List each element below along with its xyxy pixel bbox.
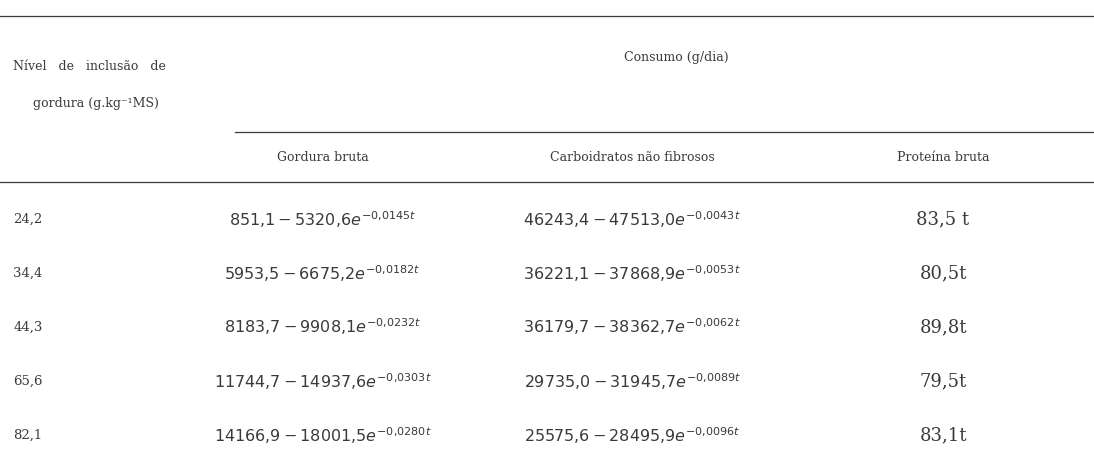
Text: Consumo (g/dia): Consumo (g/dia) — [625, 51, 729, 64]
Text: 34,4: 34,4 — [13, 267, 43, 280]
Text: Nível   de   inclusão   de: Nível de inclusão de — [13, 61, 166, 73]
Text: 24,2: 24,2 — [13, 213, 43, 226]
Text: $\mathrm{29735{,}0-31945{,}7}e^{-0{,}0089t}$: $\mathrm{29735{,}0-31945{,}7}e^{-0{,}008… — [524, 371, 741, 391]
Text: gordura (g.kg⁻¹MS): gordura (g.kg⁻¹MS) — [33, 97, 159, 110]
Text: 65,6: 65,6 — [13, 375, 43, 388]
Text: 44,3: 44,3 — [13, 321, 43, 334]
Text: $\mathrm{14166{,}9-18001{,}5}e^{-0{,}0280t}$: $\mathrm{14166{,}9-18001{,}5}e^{-0{,}028… — [213, 425, 432, 445]
Text: $\mathrm{36221{,}1-37868{,}9}e^{-0{,}0053t}$: $\mathrm{36221{,}1-37868{,}9}e^{-0{,}005… — [523, 263, 742, 284]
Text: $\mathrm{46243{,}4-47513{,}0}e^{-0{,}0043t}$: $\mathrm{46243{,}4-47513{,}0}e^{-0{,}004… — [523, 209, 742, 230]
Text: 82,1: 82,1 — [13, 429, 43, 442]
Text: $\mathrm{8183{,}7-9908{,}1}e^{-0{,}0232t}$: $\mathrm{8183{,}7-9908{,}1}e^{-0{,}0232t… — [224, 317, 421, 337]
Text: Proteína bruta: Proteína bruta — [897, 151, 989, 164]
Text: $\mathrm{11744{,}7-14937{,}6}e^{-0{,}0303t}$: $\mathrm{11744{,}7-14937{,}6}e^{-0{,}030… — [213, 371, 432, 391]
Text: Carboidratos não fibrosos: Carboidratos não fibrosos — [550, 151, 714, 164]
Text: $\mathrm{5953{,}5-6675{,}2}e^{-0{,}0182t}$: $\mathrm{5953{,}5-6675{,}2}e^{-0{,}0182t… — [224, 263, 421, 284]
Text: 83,1t: 83,1t — [919, 426, 967, 444]
Text: 80,5t: 80,5t — [919, 265, 967, 282]
Text: $\mathrm{25575{,}6- 28495{,}9}e^{-0{,}0096t}$: $\mathrm{25575{,}6- 28495{,}9}e^{-0{,}00… — [524, 425, 741, 445]
Text: $\mathrm{851{,}1-5320{,}6}e^{-0{,}0145t}$: $\mathrm{851{,}1-5320{,}6}e^{-0{,}0145t}… — [229, 209, 417, 230]
Text: 89,8t: 89,8t — [919, 318, 967, 336]
Text: 83,5 t: 83,5 t — [917, 211, 969, 228]
Text: Gordura bruta: Gordura bruta — [277, 151, 369, 164]
Text: 79,5t: 79,5t — [919, 372, 967, 390]
Text: $\mathrm{36179{,}7-38362{,}7}e^{-0{,}0062t}$: $\mathrm{36179{,}7-38362{,}7}e^{-0{,}006… — [523, 317, 742, 337]
